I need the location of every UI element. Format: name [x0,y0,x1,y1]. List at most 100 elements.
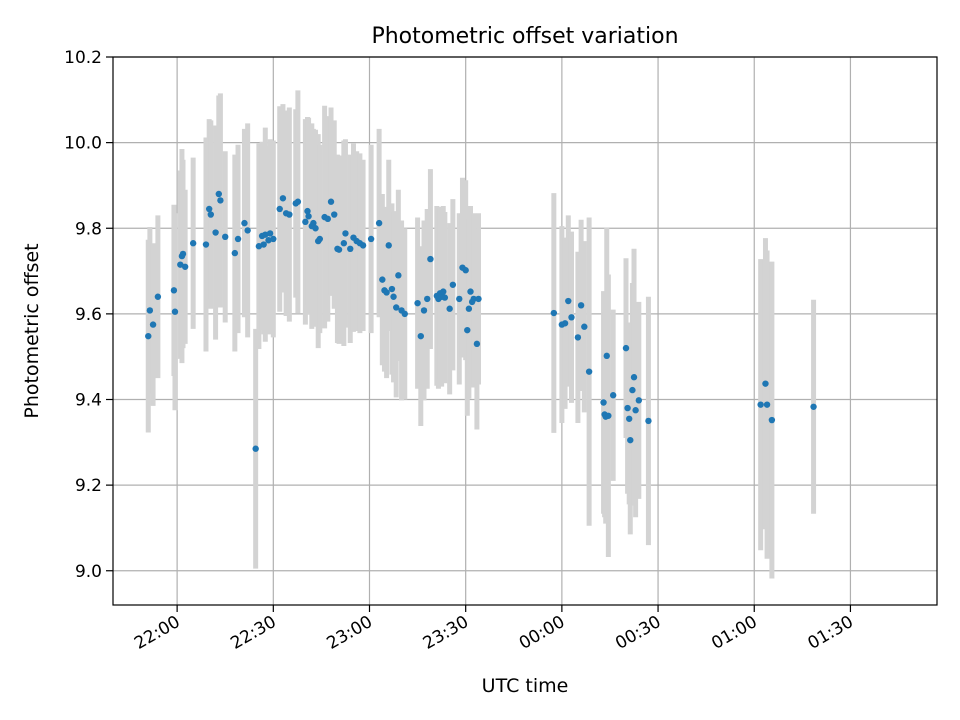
data-point [265,237,272,244]
data-point [149,321,157,328]
data-point [600,399,607,406]
data-point [331,211,338,218]
data-point [252,445,259,452]
data-point [181,263,189,270]
data-point [635,397,643,404]
y-tick-label: 10.2 [64,48,102,68]
data-point [154,293,162,300]
data-point [473,340,481,348]
data-point [622,344,630,352]
data-point [212,229,219,236]
data-point [310,219,317,227]
data-point [262,231,269,238]
data-point [475,295,482,303]
data-point [215,190,223,198]
data-point [347,245,354,252]
data-point [205,205,213,213]
data-point [581,323,588,330]
data-point [757,401,764,408]
data-point [810,403,817,410]
data-point [763,401,771,408]
data-point [327,198,335,205]
data-point [170,287,178,294]
data-point [561,320,569,327]
data-point [305,213,312,220]
data-point [420,307,428,314]
data-point [294,198,302,205]
data-point [605,412,612,419]
data-point [427,255,434,263]
data-point [279,195,287,202]
y-tick-label: 9.4 [75,391,102,411]
data-points [145,190,817,452]
data-point [565,297,572,305]
data-point [207,211,214,218]
data-point [446,305,453,312]
data-point [629,386,636,394]
data-point [768,416,776,424]
data-point [202,241,210,248]
data-point [189,240,197,247]
data-point [762,380,769,387]
data-point [441,294,449,301]
data-point [276,205,283,213]
data-point [316,235,324,243]
y-ticks: 9.0 9.2 9.4 9.6 9.8 10.0 10.2 [64,48,113,582]
data-point [335,246,343,253]
data-point [217,197,224,204]
data-point [568,314,575,321]
data-point [577,302,585,309]
y-tick-label: 9.2 [75,476,102,496]
data-point [470,295,477,303]
y-tick-label: 10.0 [64,134,102,154]
data-point [395,272,402,279]
data-point [266,230,274,237]
chart-title: Photometric offset variation [371,24,678,49]
plot-frame [112,56,938,606]
data-point [222,233,229,241]
data-point [255,243,263,250]
data-point [145,332,152,340]
data-point [383,289,390,296]
data-point [302,218,309,226]
y-tick-label: 9.6 [75,305,102,325]
data-point [286,211,293,218]
data-point [324,215,332,223]
data-point [367,235,375,243]
data-point [609,392,617,399]
data-point [260,241,267,248]
data-point [574,334,582,341]
data-point [401,310,408,318]
data-point [603,352,610,360]
data-point [585,368,593,375]
data-point [379,276,386,283]
data-point [342,230,349,237]
data-point [449,281,457,288]
data-point [241,219,248,227]
data-point [177,261,184,268]
data-point [467,288,474,295]
y-tick-label: 9.0 [75,562,102,582]
data-point [630,374,638,381]
data-point [465,305,473,312]
data-point [624,404,631,412]
data-point [440,288,447,295]
data-point [179,250,187,258]
x-axis-label: UTC time [482,675,569,697]
data-point [312,225,319,232]
data-point [632,407,639,414]
data-point [359,242,367,249]
data-point [146,307,154,314]
data-point [390,293,397,300]
data-point [464,326,471,334]
data-point [304,207,311,215]
data-point [393,304,400,311]
data-point [627,436,634,444]
data-point [550,309,558,317]
data-point [244,227,251,234]
data-point [414,299,421,307]
data-point [626,415,633,422]
data-point [231,249,239,257]
data-point [270,235,277,243]
